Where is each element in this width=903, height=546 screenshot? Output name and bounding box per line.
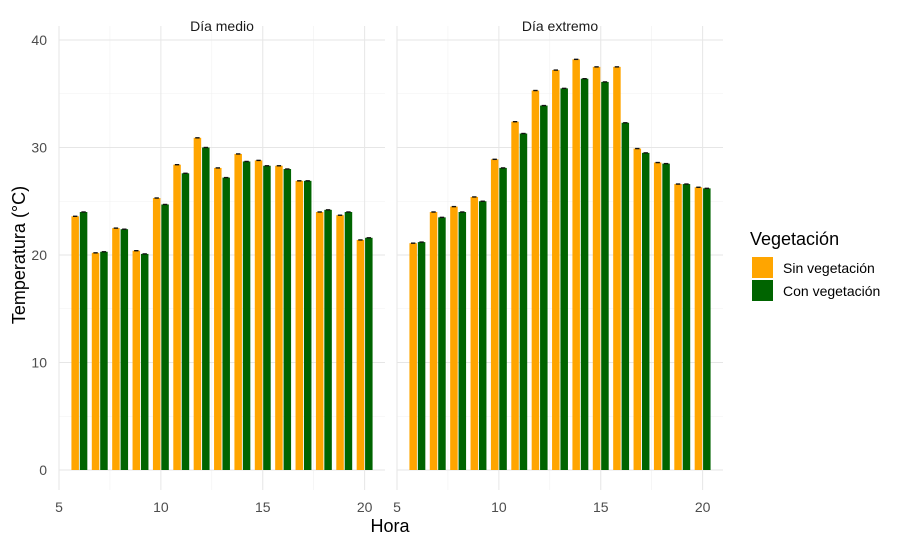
legend-key bbox=[752, 257, 773, 278]
y-tick-label: 20 bbox=[31, 247, 47, 263]
bar-con-vegetacion bbox=[161, 204, 169, 470]
bar-con-vegetacion bbox=[641, 152, 650, 470]
bar-sin-vegetacion bbox=[336, 215, 344, 470]
bar-con-vegetacion bbox=[438, 217, 446, 470]
y-tick-label: 40 bbox=[31, 32, 47, 48]
legend-label: Sin vegetación bbox=[783, 260, 875, 276]
bar-con-vegetacion bbox=[580, 78, 589, 470]
x-tick-label: 20 bbox=[357, 499, 373, 515]
legend-title: Vegetación bbox=[750, 229, 839, 249]
legend: Vegetación Sin vegetación Con vegetación bbox=[750, 229, 880, 301]
bar-con-vegetacion bbox=[417, 242, 426, 470]
bar-con-vegetacion bbox=[365, 237, 373, 470]
panel-2: Día extremo 5 10 15 20 bbox=[393, 18, 723, 515]
bar-sin-vegetacion bbox=[613, 66, 621, 470]
bar-sin-vegetacion bbox=[91, 252, 100, 470]
bar-con-vegetacion bbox=[344, 212, 353, 470]
bar-con-vegetacion bbox=[202, 147, 210, 470]
x-tick-label: 20 bbox=[695, 499, 711, 515]
bar-sin-vegetacion bbox=[694, 187, 703, 470]
bar-con-vegetacion bbox=[499, 167, 507, 471]
bar-con-vegetacion bbox=[283, 169, 292, 470]
bar-sin-vegetacion bbox=[511, 121, 519, 470]
panel-title: Día medio bbox=[190, 18, 254, 34]
bar-sin-vegetacion bbox=[275, 165, 283, 470]
bar-sin-vegetacion bbox=[254, 160, 263, 470]
bar-sin-vegetacion bbox=[470, 196, 479, 470]
bar-sin-vegetacion bbox=[409, 243, 417, 470]
bar-sin-vegetacion bbox=[214, 167, 222, 471]
panels-group: Día medio 5 10 15 20 Día extremo 5 10 15 20 0 10 20 3… bbox=[31, 18, 723, 515]
bar-sin-vegetacion bbox=[152, 198, 161, 470]
bar-con-vegetacion bbox=[703, 188, 711, 470]
bar-sin-vegetacion bbox=[132, 250, 141, 470]
bar-sin-vegetacion bbox=[653, 162, 662, 471]
bar-con-vegetacion bbox=[682, 184, 691, 471]
bar-sin-vegetacion bbox=[173, 164, 181, 470]
bar-sin-vegetacion bbox=[193, 137, 202, 470]
bar-sin-vegetacion bbox=[450, 206, 458, 470]
bar-sin-vegetacion bbox=[633, 148, 642, 470]
y-tick-label: 0 bbox=[39, 462, 47, 478]
bar-sin-vegetacion bbox=[429, 212, 438, 470]
x-tick-label: 5 bbox=[55, 499, 63, 515]
y-tick-label: 30 bbox=[31, 140, 47, 156]
panel-title: Día extremo bbox=[522, 18, 598, 34]
bar-con-vegetacion bbox=[540, 105, 548, 470]
x-tick-label: 5 bbox=[393, 499, 401, 515]
bar-sin-vegetacion bbox=[71, 216, 79, 470]
bar-sin-vegetacion bbox=[315, 212, 324, 470]
x-tick-label: 10 bbox=[491, 499, 507, 515]
bar-sin-vegetacion bbox=[674, 184, 682, 471]
bar-con-vegetacion bbox=[222, 177, 230, 470]
legend-key bbox=[752, 280, 773, 301]
bar-con-vegetacion bbox=[263, 165, 271, 470]
y-axis-title: Temperatura (°C) bbox=[9, 186, 29, 324]
bar-con-vegetacion bbox=[181, 173, 190, 471]
bar-sin-vegetacion bbox=[572, 59, 580, 470]
bar-con-vegetacion bbox=[458, 212, 467, 470]
y-tick-label: 10 bbox=[31, 355, 47, 371]
x-tick-label: 15 bbox=[593, 499, 609, 515]
bar-con-vegetacion bbox=[303, 180, 312, 470]
bar-con-vegetacion bbox=[662, 163, 670, 470]
bar-con-vegetacion bbox=[324, 209, 332, 470]
x-tick-label: 15 bbox=[255, 499, 271, 515]
bar-con-vegetacion bbox=[79, 212, 88, 470]
bar-sin-vegetacion bbox=[531, 90, 540, 471]
bar-con-vegetacion bbox=[621, 122, 630, 471]
bar-con-vegetacion bbox=[601, 81, 609, 471]
bar-con-vegetacion bbox=[478, 201, 487, 470]
bar-sin-vegetacion bbox=[552, 70, 560, 470]
bar-sin-vegetacion bbox=[592, 66, 601, 470]
bar-sin-vegetacion bbox=[356, 239, 365, 470]
bar-sin-vegetacion bbox=[234, 153, 242, 470]
bar-con-vegetacion bbox=[120, 229, 129, 470]
bar-con-vegetacion bbox=[519, 133, 528, 470]
bar-sin-vegetacion bbox=[295, 180, 304, 470]
bar-sin-vegetacion bbox=[490, 159, 499, 470]
bar-con-vegetacion bbox=[242, 161, 251, 470]
bar-con-vegetacion bbox=[100, 251, 108, 470]
panel-1: Día medio 5 10 15 20 bbox=[55, 18, 385, 515]
bar-con-vegetacion bbox=[140, 253, 149, 470]
bar-con-vegetacion bbox=[560, 88, 568, 470]
x-tick-label: 10 bbox=[153, 499, 169, 515]
legend-label: Con vegetación bbox=[783, 283, 880, 299]
x-axis-title: Hora bbox=[370, 516, 410, 536]
bar-sin-vegetacion bbox=[112, 228, 120, 470]
